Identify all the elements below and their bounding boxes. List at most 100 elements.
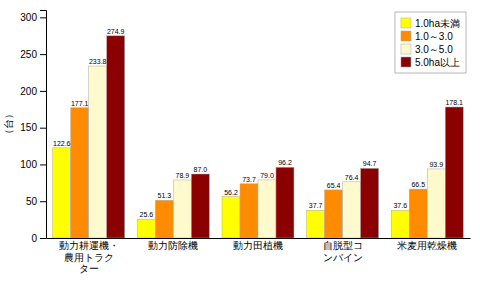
tick: 200 xyxy=(20,86,46,97)
tick-label: 250 xyxy=(20,49,37,60)
x-axis: 動力耕運機・農用トラクター 動力防除機 動力田植機 自脱型コンバイン 米麦用乾燥機 xyxy=(47,238,471,274)
tick-label: 200 xyxy=(20,86,37,97)
legend-item: 1.0～3.0 xyxy=(401,31,453,42)
data-label: 96.2 xyxy=(278,159,292,166)
tick-label: 0 xyxy=(31,233,37,244)
legend-swatch xyxy=(401,18,411,28)
data-label: 122.6 xyxy=(53,140,71,147)
bar xyxy=(222,197,240,238)
bar xyxy=(137,219,155,238)
tick-label-line: 農用トラク xyxy=(64,252,114,263)
legend-item: 5.0ha以上 xyxy=(401,57,460,68)
bar xyxy=(325,190,343,238)
bar xyxy=(53,148,71,238)
data-label: 37.7 xyxy=(309,202,323,209)
tick-label-line: ンバイン xyxy=(323,252,363,263)
bar xyxy=(276,167,294,238)
bar xyxy=(391,210,409,238)
tick-label: 動力耕運機・農用トラクター xyxy=(59,240,119,274)
tick-label-line: 米麦用乾燥機 xyxy=(397,240,457,251)
tick-label-line: 動力田植機 xyxy=(233,240,283,251)
tick-label: 50 xyxy=(26,196,38,207)
legend: 1.0ha未満 1.0～3.0 3.0～5.0 5.0ha以上 xyxy=(395,12,466,73)
tick-mark xyxy=(40,201,46,202)
tick-label: 150 xyxy=(20,122,37,133)
bar xyxy=(173,180,191,238)
data-label: 76.4 xyxy=(345,174,359,181)
bar xyxy=(107,36,125,238)
bar xyxy=(191,174,209,238)
tick-label-line: 動力耕運機・ xyxy=(59,240,119,251)
tick-mark xyxy=(40,54,46,55)
tick: 自脱型コンバイン xyxy=(323,238,363,263)
bar xyxy=(427,169,445,238)
data-label: 177.1 xyxy=(71,100,89,107)
bars xyxy=(53,36,463,238)
bar xyxy=(343,182,361,238)
tick: 50 xyxy=(26,196,46,207)
data-label: 87.0 xyxy=(194,166,208,173)
chart: 122.6 25.6 56.2 37.7 37.6 177.1 51.3 73.7 65.4 66… xyxy=(0,0,480,288)
data-label: 66.5 xyxy=(411,181,425,188)
data-label: 274.9 xyxy=(107,28,125,35)
bar xyxy=(361,168,379,238)
data-label: 178.1 xyxy=(445,99,463,106)
bar xyxy=(71,108,89,238)
tick-mark xyxy=(40,238,46,239)
bar xyxy=(307,210,325,238)
tick-label: 自脱型コンバイン xyxy=(323,240,363,263)
axis-line xyxy=(40,11,47,239)
tick: 動力耕運機・農用トラクター xyxy=(59,238,119,274)
data-label: 79.0 xyxy=(260,172,274,179)
bar-series xyxy=(107,36,464,238)
tick-label: 100 xyxy=(20,159,37,170)
data-label: 233.8 xyxy=(89,58,107,65)
legend-swatch xyxy=(401,31,411,41)
legend-label: 1.0ha未満 xyxy=(415,18,460,29)
data-label: 25.6 xyxy=(140,211,154,218)
data-label: 93.9 xyxy=(429,161,443,168)
tick: 0 xyxy=(31,233,46,244)
tick: 150 xyxy=(20,122,46,133)
data-label: 51.3 xyxy=(158,192,172,199)
tick-label-line: ター xyxy=(79,263,99,274)
tick-label-line: 動力防除機 xyxy=(148,240,198,251)
legend-swatch xyxy=(401,44,411,54)
tick: 動力田植機 xyxy=(233,238,283,251)
data-label: 78.9 xyxy=(176,172,190,179)
tick-label: 300 xyxy=(20,12,37,23)
bar xyxy=(445,107,463,238)
tick-mark xyxy=(40,17,46,18)
bar xyxy=(155,200,173,238)
legend-label: 5.0ha以上 xyxy=(415,57,460,68)
tick: 300 xyxy=(20,12,46,23)
data-label: 65.4 xyxy=(327,182,341,189)
tick: 動力防除機 xyxy=(148,238,198,251)
tick-label-line: 自脱型コ xyxy=(323,240,363,251)
y-axis: 0 50 100 150 200 250 300 xyxy=(20,11,46,244)
bar-series xyxy=(89,66,446,238)
bar xyxy=(409,189,427,238)
tick: 米麦用乾燥機 xyxy=(397,238,457,251)
data-label: 37.6 xyxy=(393,202,407,209)
data-label: 94.7 xyxy=(363,160,377,167)
tick: 250 xyxy=(20,49,46,60)
legend-label: 3.0～5.0 xyxy=(415,44,453,55)
tick-label: 動力防除機 xyxy=(148,240,198,251)
tick-mark xyxy=(40,91,46,92)
data-label: 56.2 xyxy=(224,189,238,196)
tick-mark xyxy=(40,164,46,165)
tick-mark xyxy=(40,128,46,129)
legend-frame xyxy=(395,12,466,73)
tick-label: 動力田植機 xyxy=(233,240,283,251)
bar xyxy=(89,66,107,238)
axis-title: （台） xyxy=(3,109,14,139)
axis-line xyxy=(47,238,471,239)
legend-item: 1.0ha未満 xyxy=(401,18,460,29)
bar xyxy=(240,184,258,238)
data-label: 73.7 xyxy=(242,176,256,183)
tick: 100 xyxy=(20,159,46,170)
bar xyxy=(258,180,276,238)
legend-item: 3.0～5.0 xyxy=(401,44,453,55)
legend-swatch xyxy=(401,57,411,67)
